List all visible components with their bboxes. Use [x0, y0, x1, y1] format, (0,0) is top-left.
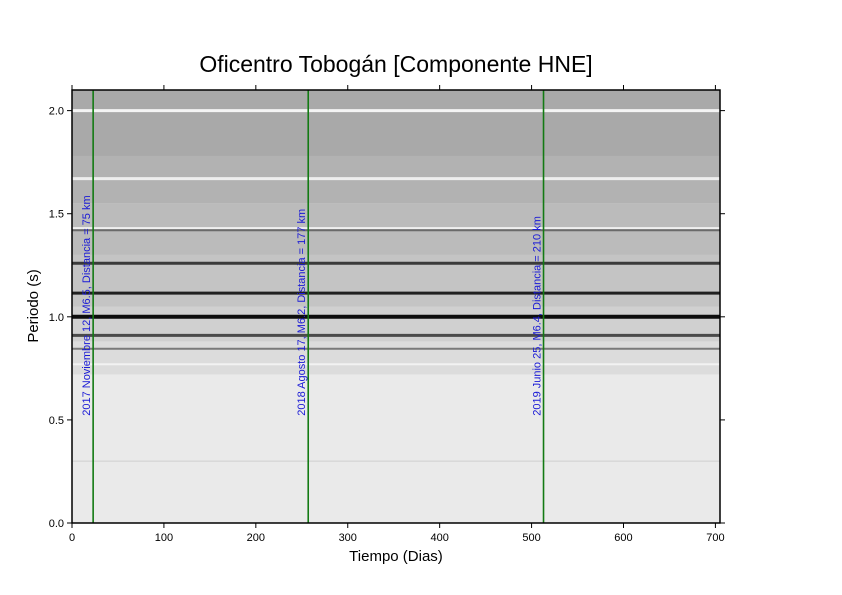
- x-tick-label: 100: [155, 532, 173, 544]
- event-label-2: 2019 Junio 25, M6.4, Distancia = 210 km: [532, 216, 544, 416]
- x-tick-label: 0: [69, 532, 75, 544]
- y-axis-label: Periodo (s): [25, 269, 42, 342]
- event-markers: 2017 Noviembre 12, M6.5, Distancia = 75 …: [81, 90, 545, 523]
- x-axis-label: Tiempo (Dias): [349, 548, 443, 565]
- plot-area: [72, 90, 720, 523]
- axis-ticks: 0 100 200 300 400 500 600 700 0.0 0.5 1.0 1.5 2.0: [49, 85, 725, 544]
- x-tick-label: 300: [339, 532, 357, 544]
- event-label-0: 2017 Noviembre 12, M6.5, Distancia = 75 …: [81, 195, 93, 415]
- plot-frame: [71, 89, 721, 524]
- background-band-5: [72, 341, 720, 375]
- x-tick-label: 400: [430, 532, 448, 544]
- y-tick-label: 1.5: [49, 209, 64, 221]
- x-tick-label: 700: [706, 532, 724, 544]
- background-band-2: [72, 203, 720, 255]
- chart-title: Oficentro Tobogán [Componente HNE]: [199, 51, 592, 77]
- background-band-6: [72, 374, 720, 523]
- y-tick-label: 0.0: [49, 518, 64, 530]
- x-tick-label: 500: [522, 532, 540, 544]
- y-tick-label: 2.0: [49, 106, 64, 118]
- background-band-0: [72, 90, 720, 156]
- y-tick-label: 0.5: [49, 415, 64, 427]
- x-tick-label: 600: [614, 532, 632, 544]
- x-tick-label: 200: [247, 532, 265, 544]
- y-tick-label: 1.0: [49, 312, 64, 324]
- event-label-1: 2018 Agosto 17, M6.2, Distancia = 177 km: [296, 209, 308, 416]
